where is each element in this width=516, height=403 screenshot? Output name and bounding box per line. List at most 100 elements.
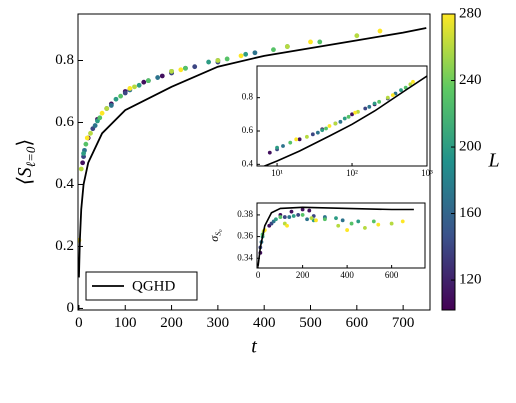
point	[136, 82, 142, 88]
plot-area	[257, 206, 414, 266]
point	[113, 96, 119, 102]
point	[304, 134, 309, 139]
point	[297, 137, 302, 142]
x-tick-label: 10²	[346, 168, 358, 178]
y-tick-label: 0.6	[55, 114, 74, 130]
label-sub: S₀	[213, 229, 222, 236]
label-main: σ	[207, 235, 221, 242]
point	[390, 93, 395, 98]
point	[88, 130, 93, 136]
point	[367, 104, 372, 109]
point	[324, 126, 328, 131]
point	[334, 216, 338, 221]
x-tick-label: 200	[296, 270, 310, 280]
point	[349, 221, 354, 226]
point	[408, 82, 413, 87]
chart-2: 0 200 400 600 0.34 0.36 0.38 σS₀	[207, 202, 426, 280]
point	[317, 39, 323, 45]
colorbar-tick-label: 160	[459, 205, 482, 221]
model-line	[78, 27, 427, 278]
point	[169, 68, 174, 74]
point	[333, 121, 338, 126]
model-line	[257, 206, 414, 266]
point	[291, 214, 296, 218]
x-tick-label: 600	[385, 270, 399, 280]
point	[192, 64, 198, 70]
point	[300, 213, 305, 217]
point	[371, 219, 376, 224]
y-tick-label: 0.4	[242, 158, 254, 168]
y-tick-label: 0.2	[55, 238, 74, 254]
series	[83, 39, 323, 147]
x-tick-label: 700	[392, 315, 415, 331]
point	[146, 78, 151, 84]
point	[78, 166, 84, 172]
point	[104, 106, 110, 111]
series	[294, 79, 415, 142]
point	[108, 103, 114, 108]
point	[315, 130, 320, 135]
point	[132, 84, 137, 90]
y-tick-label: 0.36	[237, 231, 253, 241]
axes-frame	[256, 65, 428, 167]
x-tick-label: 10³	[421, 168, 433, 178]
point	[206, 59, 212, 65]
x-tick-label: 100	[114, 315, 137, 331]
chart-0: 0 100 200 300 400 500 600 700 0 0.2 0.4 0.6 0.8 t ⟨Sℓ=…	[14, 5, 500, 357]
point	[127, 85, 133, 91]
label-main: ⟨S	[14, 167, 36, 185]
point	[284, 44, 290, 49]
point	[141, 79, 147, 85]
y-axis-label: σS₀	[207, 229, 223, 242]
series	[275, 88, 403, 150]
point	[278, 215, 283, 219]
legend-label: QGHD	[132, 278, 175, 294]
point	[308, 39, 313, 45]
point	[400, 219, 405, 224]
x-tick-label: 0	[75, 315, 83, 331]
point	[336, 223, 341, 228]
point	[238, 53, 244, 59]
x-tick-label: 600	[346, 315, 369, 331]
x-tick-label: 0	[256, 270, 261, 280]
inset-background	[257, 66, 427, 166]
point	[243, 51, 249, 57]
label-close: ⟩	[14, 139, 36, 147]
x-tick-label: 500	[299, 315, 322, 331]
point	[377, 99, 382, 104]
label-sub: ℓ=0	[23, 146, 38, 167]
point	[322, 217, 327, 222]
y-tick-label: 0.34	[237, 252, 253, 262]
point	[305, 217, 309, 222]
point	[287, 215, 292, 219]
point	[215, 58, 221, 63]
colorbar-tick-label: 120	[459, 272, 482, 288]
point	[159, 73, 165, 79]
model-line	[262, 75, 427, 166]
x-tick-label: 400	[340, 270, 354, 280]
axes-frame	[77, 13, 431, 311]
point	[83, 141, 89, 147]
point	[300, 207, 305, 212]
point	[385, 95, 390, 100]
x-tick-label: 200	[160, 315, 183, 331]
point	[307, 208, 312, 213]
point	[310, 132, 315, 137]
point	[282, 215, 287, 219]
point	[363, 106, 368, 111]
chart-1: 10¹ 10² 10³ 0.4 0.6 0.8	[242, 65, 433, 178]
plot-area	[78, 27, 427, 278]
point	[372, 101, 377, 106]
point	[411, 79, 415, 84]
point	[122, 90, 128, 96]
point	[281, 144, 285, 148]
point	[320, 128, 325, 133]
series	[82, 50, 258, 153]
point	[118, 93, 124, 99]
point	[252, 50, 258, 56]
point	[97, 115, 103, 121]
series	[288, 85, 408, 145]
point	[327, 124, 332, 128]
point	[294, 137, 299, 142]
